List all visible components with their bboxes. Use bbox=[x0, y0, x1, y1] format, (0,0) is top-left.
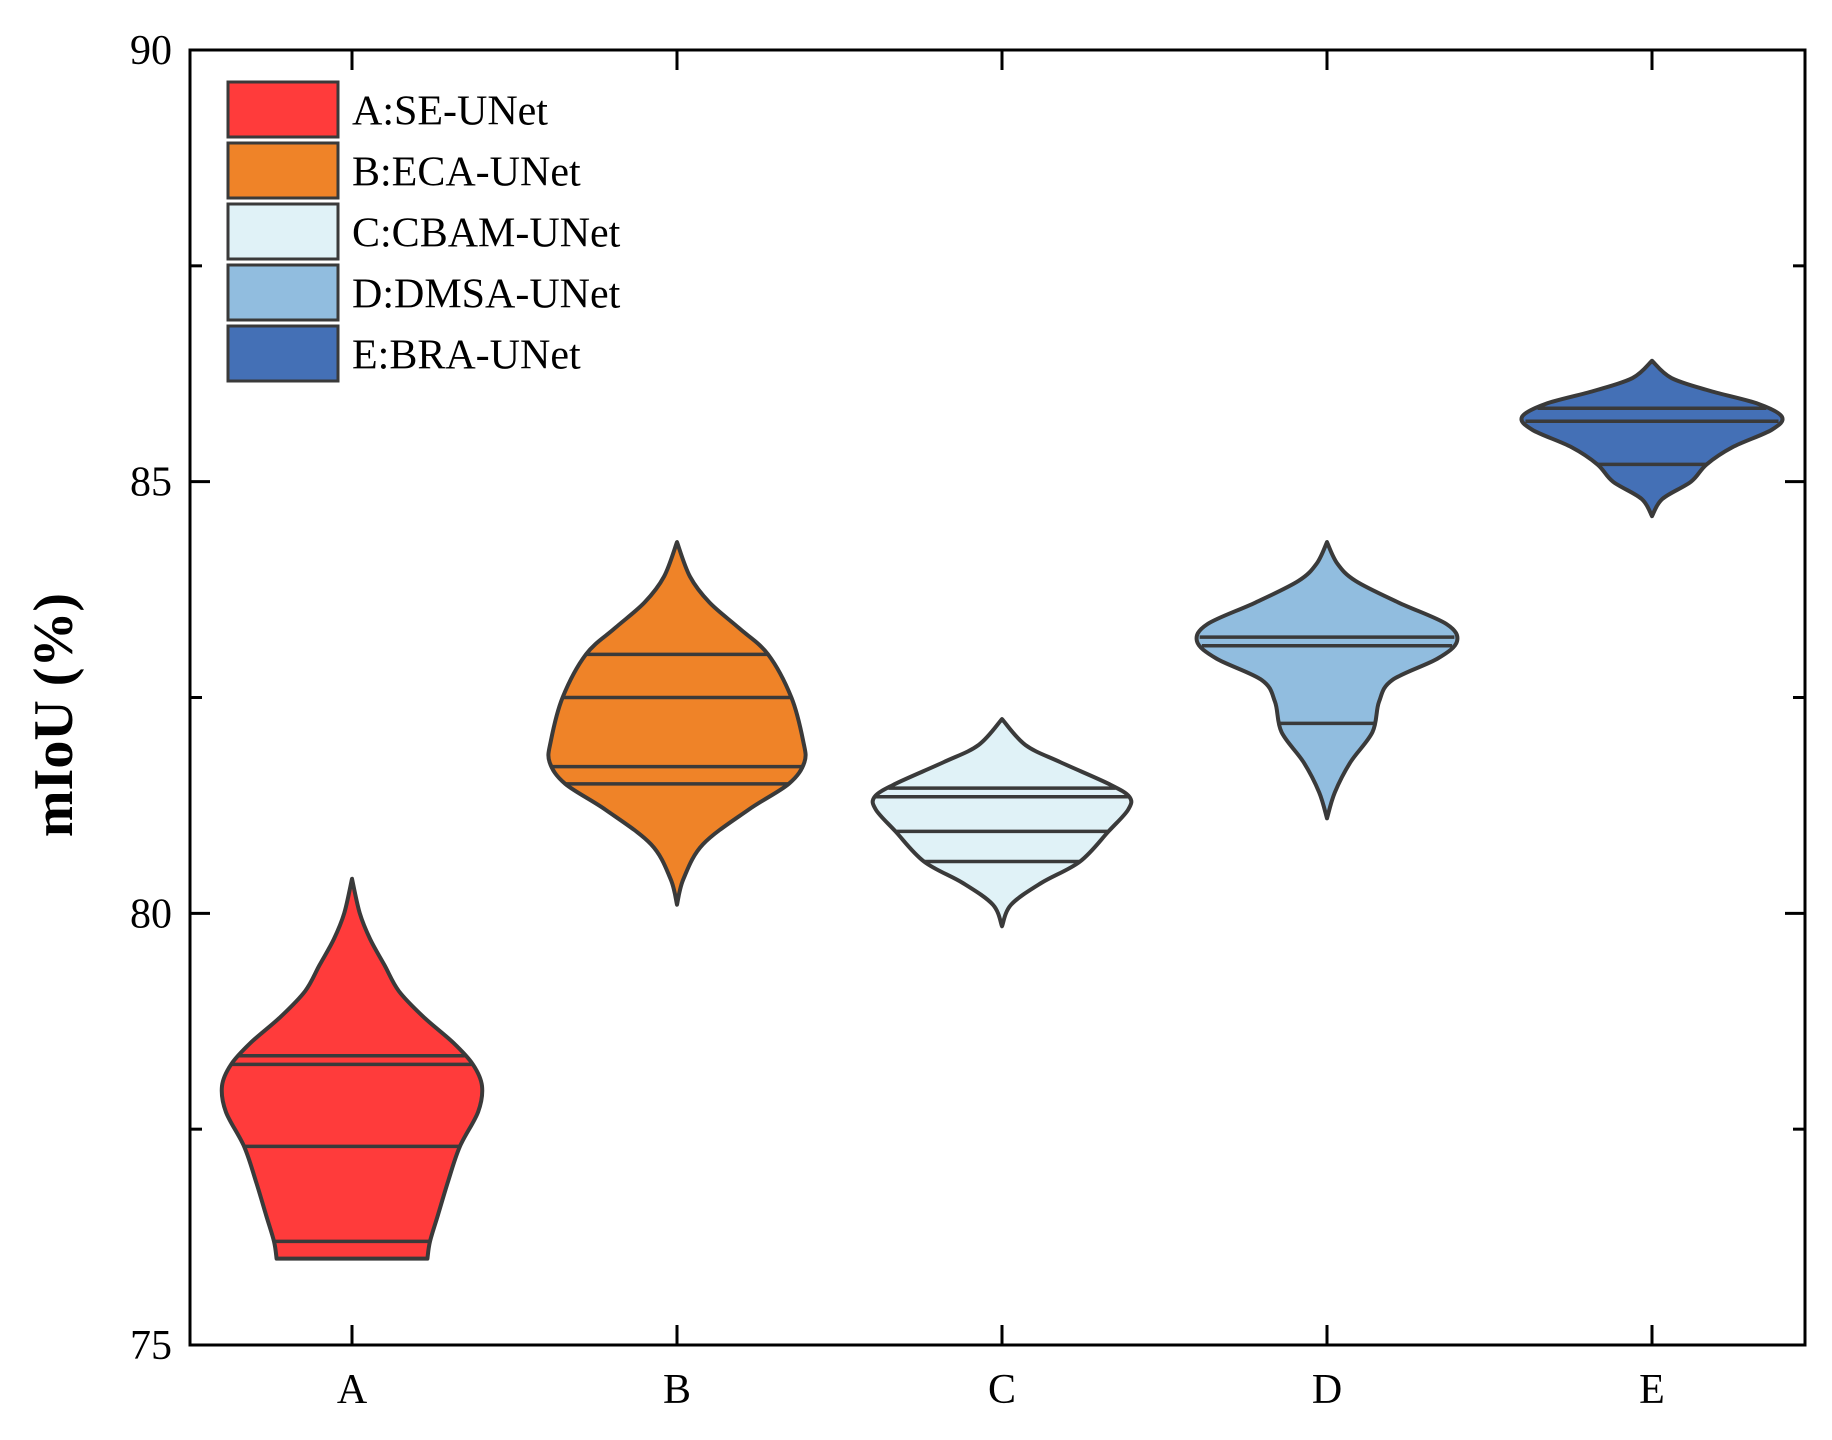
violins-layer bbox=[219, 358, 1785, 1261]
violin-body-A bbox=[219, 876, 485, 1261]
legend-item-C: C:CBAM-UNet bbox=[226, 202, 621, 261]
y-tick-label: 75 bbox=[130, 1323, 172, 1369]
axes-layer: 75 80 85 90 A B C D E bbox=[130, 28, 1807, 1413]
violin-D bbox=[1194, 540, 1460, 821]
x-tick-label-E: E bbox=[1639, 1367, 1665, 1413]
y-tick-label: 80 bbox=[130, 891, 172, 937]
violin-body-B bbox=[546, 540, 808, 907]
x-tick-label-D: D bbox=[1312, 1367, 1342, 1413]
violin-B bbox=[546, 540, 808, 907]
legend-swatch bbox=[226, 202, 340, 261]
violin-body-D bbox=[1194, 540, 1460, 821]
legend-swatch bbox=[226, 324, 340, 383]
legend-label: B:ECA-UNet bbox=[352, 150, 581, 196]
x-tick-label-B: B bbox=[663, 1367, 691, 1413]
violin-body-C bbox=[870, 717, 1134, 929]
y-axis-label: mIoU (%) bbox=[23, 593, 85, 837]
legend-item-A: A:SE-UNet bbox=[226, 80, 548, 139]
x-tick-label-A: A bbox=[337, 1367, 368, 1413]
legend-label: E:BRA-UNet bbox=[352, 333, 581, 379]
violin-E bbox=[1519, 358, 1785, 519]
legend-swatch bbox=[226, 80, 340, 139]
legend-label: A:SE-UNet bbox=[352, 89, 548, 135]
legend-item-E: E:BRA-UNet bbox=[226, 324, 581, 383]
violin-A bbox=[219, 876, 485, 1261]
legend-label: C:CBAM-UNet bbox=[352, 211, 621, 257]
x-tick-label-C: C bbox=[988, 1367, 1016, 1413]
legend-swatch bbox=[226, 263, 340, 322]
y-tick-label: 85 bbox=[130, 460, 172, 506]
violin-body-E bbox=[1519, 358, 1785, 519]
legend-item-D: D:DMSA-UNet bbox=[226, 263, 621, 322]
y-tick-label: 90 bbox=[130, 28, 172, 74]
violin-C bbox=[870, 717, 1134, 929]
legend: A:SE-UNet B:ECA-UNet C:CBAM-UNet D:DMSA-UNe… bbox=[226, 80, 621, 383]
legend-swatch bbox=[226, 141, 340, 200]
legend-item-B: B:ECA-UNet bbox=[226, 141, 581, 200]
legend-label: D:DMSA-UNet bbox=[352, 272, 621, 318]
